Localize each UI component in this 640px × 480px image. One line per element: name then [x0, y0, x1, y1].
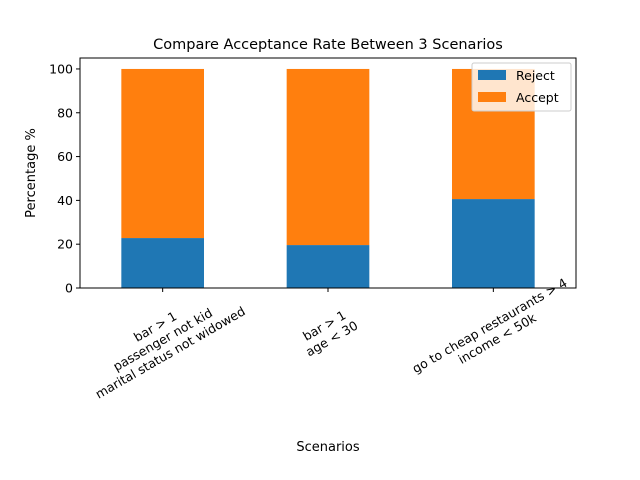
y-axis-ticks: 0 20 40 60 80 100: [49, 61, 80, 296]
legend-swatch-accept: [478, 92, 506, 102]
y-tick-label: 0: [65, 281, 73, 296]
legend: Reject Accept: [471, 62, 572, 112]
legend-label-reject: Reject: [516, 68, 555, 83]
bar-reject-2: [286, 245, 370, 288]
chart-title: Compare Acceptance Rate Between 3 Scenar…: [153, 37, 503, 53]
x-axis-label: Scenarios: [296, 440, 360, 455]
x-tick-label-3: go to cheap restaurants > 4income < 50k: [410, 275, 578, 389]
bar-reject-1: [121, 238, 204, 288]
x-tick-label-1: bar > 1passenger not kidmarital status n…: [78, 277, 248, 401]
bars-layer: [121, 68, 535, 288]
y-tick-label: 40: [57, 193, 73, 208]
y-tick-label: 20: [57, 237, 73, 252]
y-tick-label: 80: [57, 105, 73, 120]
bar-reject-3: [452, 199, 535, 288]
y-tick-label: 100: [49, 61, 73, 76]
x-tick-label-2: bar > 1age < 30: [296, 305, 361, 360]
legend-swatch-reject: [478, 70, 506, 80]
x-axis-ticks: bar > 1passenger not kidmarital status n…: [78, 275, 578, 402]
plot-frame: [79, 57, 577, 289]
legend-label-accept: Accept: [516, 90, 559, 105]
bar-accept-1: [121, 68, 204, 239]
bar-accept-2: [286, 68, 370, 246]
y-tick-label: 60: [57, 149, 73, 164]
y-axis-label: Percentage %: [24, 128, 39, 218]
